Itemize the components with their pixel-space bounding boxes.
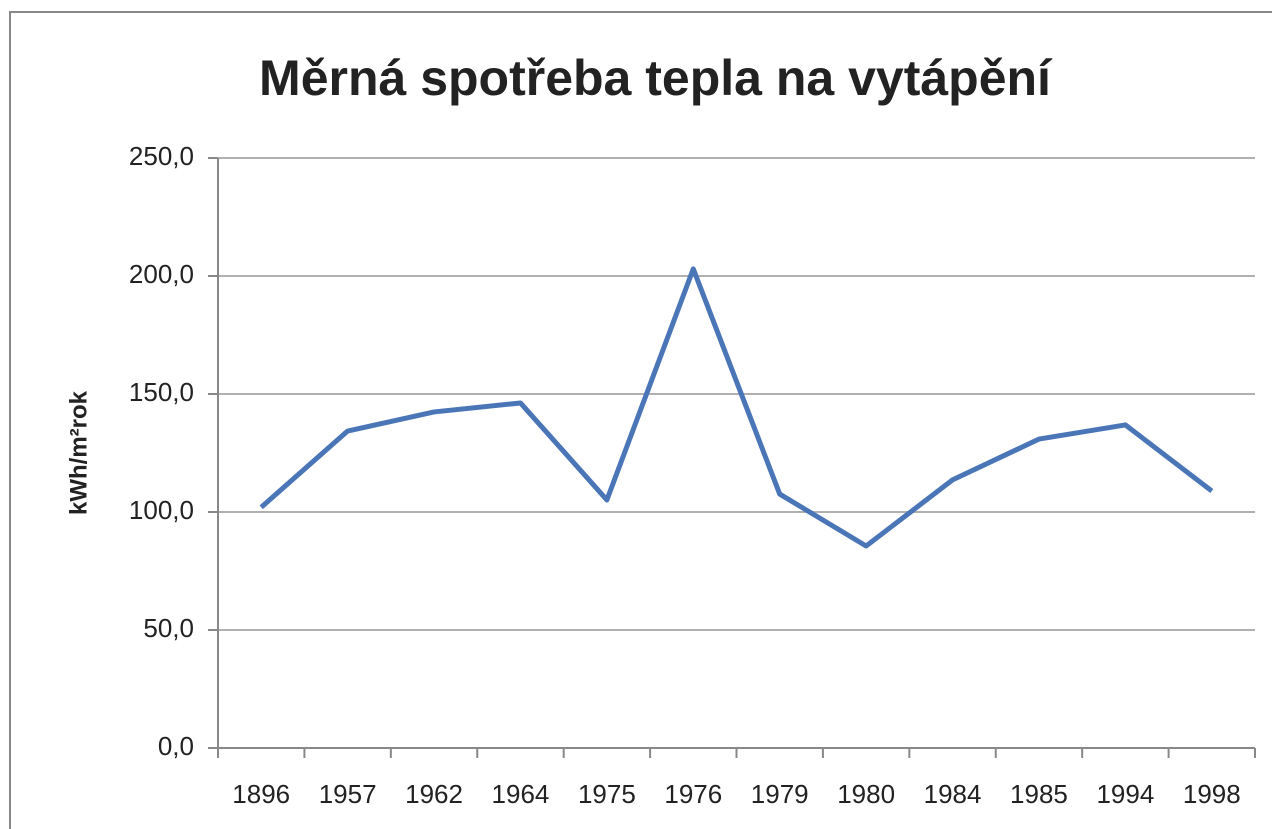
x-tick-label: 1975 xyxy=(578,779,636,809)
data-line xyxy=(259,266,1214,549)
x-tick-label: 1985 xyxy=(1010,779,1068,809)
x-tick-label: 1896 xyxy=(232,779,290,809)
x-tick-label: 1964 xyxy=(492,779,550,809)
chart-title: Měrná spotřeba tepla na vytápění xyxy=(259,50,1053,106)
y-tick-label: 150,0 xyxy=(129,377,194,407)
x-tick-label: 1994 xyxy=(1096,779,1154,809)
x-tick-label: 1957 xyxy=(319,779,377,809)
y-tick-label: 200,0 xyxy=(129,259,194,289)
x-tick-label: 1976 xyxy=(664,779,722,809)
x-tick-label: 1980 xyxy=(837,779,895,809)
y-axis-label: kWh/m²rok xyxy=(65,390,92,515)
chart-frame xyxy=(9,11,1272,829)
y-tick-label: 50,0 xyxy=(143,613,194,643)
x-tick-label: 1998 xyxy=(1183,779,1241,809)
x-tick-label: 1962 xyxy=(405,779,463,809)
y-tick-label: 0,0 xyxy=(158,731,194,761)
y-tick-label: 250,0 xyxy=(129,141,194,171)
x-tick-label: 1984 xyxy=(924,779,982,809)
y-tick-label: 100,0 xyxy=(129,495,194,525)
x-tick-label: 1979 xyxy=(751,779,809,809)
